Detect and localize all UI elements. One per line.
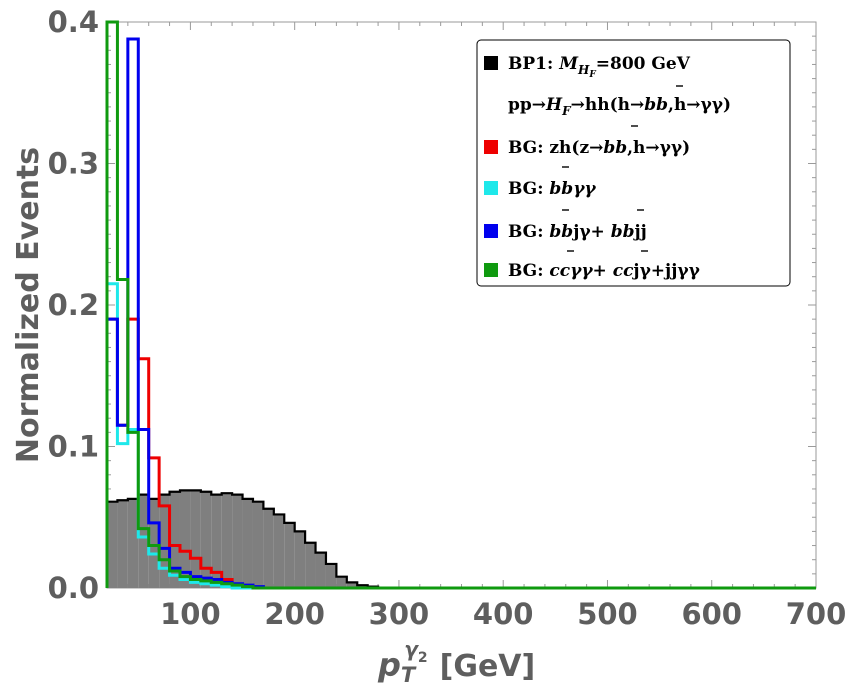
histogram-bar [294,531,306,588]
y-tick-label: 0.0 [48,571,99,605]
x-axis-superscript-sub: 2 [418,650,428,666]
legend-swatch-bbgg [484,181,498,195]
legend-swatch-cc [484,263,498,277]
histogram-bar [336,576,347,588]
histogram-bar [179,490,191,588]
x-tick-label: 400 [473,597,534,631]
x-tick-label: 500 [577,597,638,631]
y-tick-label: 0.2 [48,288,99,322]
histogram-outline [105,282,816,590]
histogram-bar [263,508,274,588]
x-tick-label: 200 [264,597,325,631]
y-tick-label: 0.3 [48,147,99,181]
histogram-bar [273,514,285,588]
series-ccγγ+ccjγ+jjγγ [105,20,816,590]
x-axis-title: pTγ2 [GeV] [377,637,535,687]
legend-entry-bbgg: BG: bbγγ [508,179,596,199]
x-axis-subscript: T [401,663,417,687]
histogram-bar [346,582,358,588]
legend: BP1: MHF=800 GeV pp→HF→hh(h→bb,h→γγ) BG:… [476,39,791,287]
histogram-bar [315,552,326,588]
svg-text:pTγ2[GeV]: pTγ2 [GeV] [377,637,535,687]
histogram-bar [325,563,337,588]
histogram-bar [200,491,212,588]
legend-entry-zh: BG: zh(z→bb,h→γγ) [508,138,690,158]
histogram-outline [105,20,816,590]
legend-entry-bbj: BG: bbjγ+ bbjj [508,222,647,242]
histogram-bar [159,494,170,588]
x-tick-label: 300 [369,597,430,631]
histogram-bar [242,498,253,588]
series-bbγγ [105,282,816,590]
legend-swatch-bbj [484,224,498,238]
histogram-bar [138,494,149,588]
histogram-bar [148,498,160,588]
histogram-bar [169,491,180,588]
x-tick-label: 700 [786,597,847,631]
legend-entry-cc: BG: ccγγ+ ccjγ+jjγγ [508,261,701,281]
histogram-bar [252,501,264,588]
histogram-bar [305,542,316,588]
y-tick-label: 0.4 [48,5,99,39]
legend-swatch-bp1 [484,56,498,70]
histogram-bars [105,20,816,590]
histogram-bar [211,494,222,588]
y-tick-label: 0.1 [48,430,99,464]
x-tick-label: 600 [681,597,742,631]
histogram-bar [284,522,295,588]
x-axis-symbol: p [377,646,401,684]
legend-entry-bp1: BP1: MHF=800 GeV [508,54,691,80]
histogram-bar [107,501,118,588]
histogram-bar [127,498,139,588]
y-axis-title: Normalized Events [11,147,46,463]
x-tick-label: 100 [160,597,221,631]
histogram-bar [221,493,233,588]
histogram-bar [190,490,201,588]
histogram-bar [232,494,243,588]
legend-box [476,39,791,287]
histogram-bar [117,500,128,588]
x-axis-superscript: γ [404,637,419,661]
x-axis-unit: [GeV] [440,649,536,684]
legend-swatch-zh [484,140,498,154]
legend-entry-bp1-process: pp→HF→hh(h→bb,h→γγ) [508,95,731,118]
tick-labels: 100 200 300 400 500 600 700 0.0 0.1 0.2 0.3 0.4 [48,5,847,631]
